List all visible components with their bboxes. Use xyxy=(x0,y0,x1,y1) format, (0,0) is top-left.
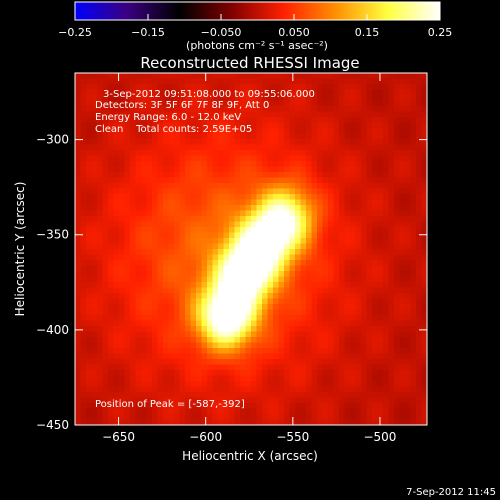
x-axis-label: Heliocentric X (arcsec) xyxy=(182,449,318,463)
x-axis: −650 −600 −550 −500 xyxy=(102,73,396,444)
y-tick-label: −400 xyxy=(36,323,69,337)
y-axis-label: Heliocentric Y (arcsec) xyxy=(13,182,27,317)
heatmap-image xyxy=(75,73,427,425)
chart-title: Reconstructed RHESSI Image xyxy=(140,54,359,72)
annotation-total-counts: Clean Total counts: 2.59E+05 xyxy=(95,124,252,135)
colorbar-tick-label: 0.050 xyxy=(278,26,310,39)
colorbar-tick-label: −0.050 xyxy=(201,26,242,39)
plot-frame xyxy=(74,72,428,426)
colorbar-tick-label: 0.25 xyxy=(428,26,453,39)
annotation-time-range: 3-Sep-2012 09:51:08.000 to 09:55:06.000 xyxy=(103,89,315,100)
x-tick-label: −650 xyxy=(102,430,135,444)
colorbar-tick-label: −0.15 xyxy=(131,26,165,39)
footer-timestamp: 7-Sep-2012 11:45 xyxy=(406,487,496,498)
peak-position-label: Position of Peak = [-587,-392] xyxy=(95,399,245,410)
y-tick-label: −350 xyxy=(36,228,69,242)
annotation-block: 3-Sep-2012 09:51:08.000 to 09:55:06.000 … xyxy=(95,89,315,135)
colorbar-tick-label: 0.15 xyxy=(355,26,380,39)
x-tick-label: −500 xyxy=(363,430,396,444)
annotation-energy-range: Energy Range: 6.0 - 12.0 keV xyxy=(95,112,241,123)
colorbar-tick-label: −0.25 xyxy=(58,26,92,39)
y-axis: −300 −350 −400 −450 xyxy=(36,133,427,432)
image-area xyxy=(74,72,428,426)
annotation-detectors: Detectors: 3F 5F 6F 7F 8F 9F, Att 0 xyxy=(95,100,269,111)
colorbar-gradient xyxy=(74,1,441,21)
colorbar-label: (photons cm⁻² s⁻¹ asec⁻²) xyxy=(186,39,328,52)
colorbar: −0.25 −0.15 −0.050 0.050 0.15 0.25 (photons c… xyxy=(58,1,453,52)
x-tick-label: −600 xyxy=(189,430,222,444)
x-tick-label: −550 xyxy=(276,430,309,444)
y-tick-label: −300 xyxy=(36,133,69,147)
y-tick-label: −450 xyxy=(36,418,69,432)
